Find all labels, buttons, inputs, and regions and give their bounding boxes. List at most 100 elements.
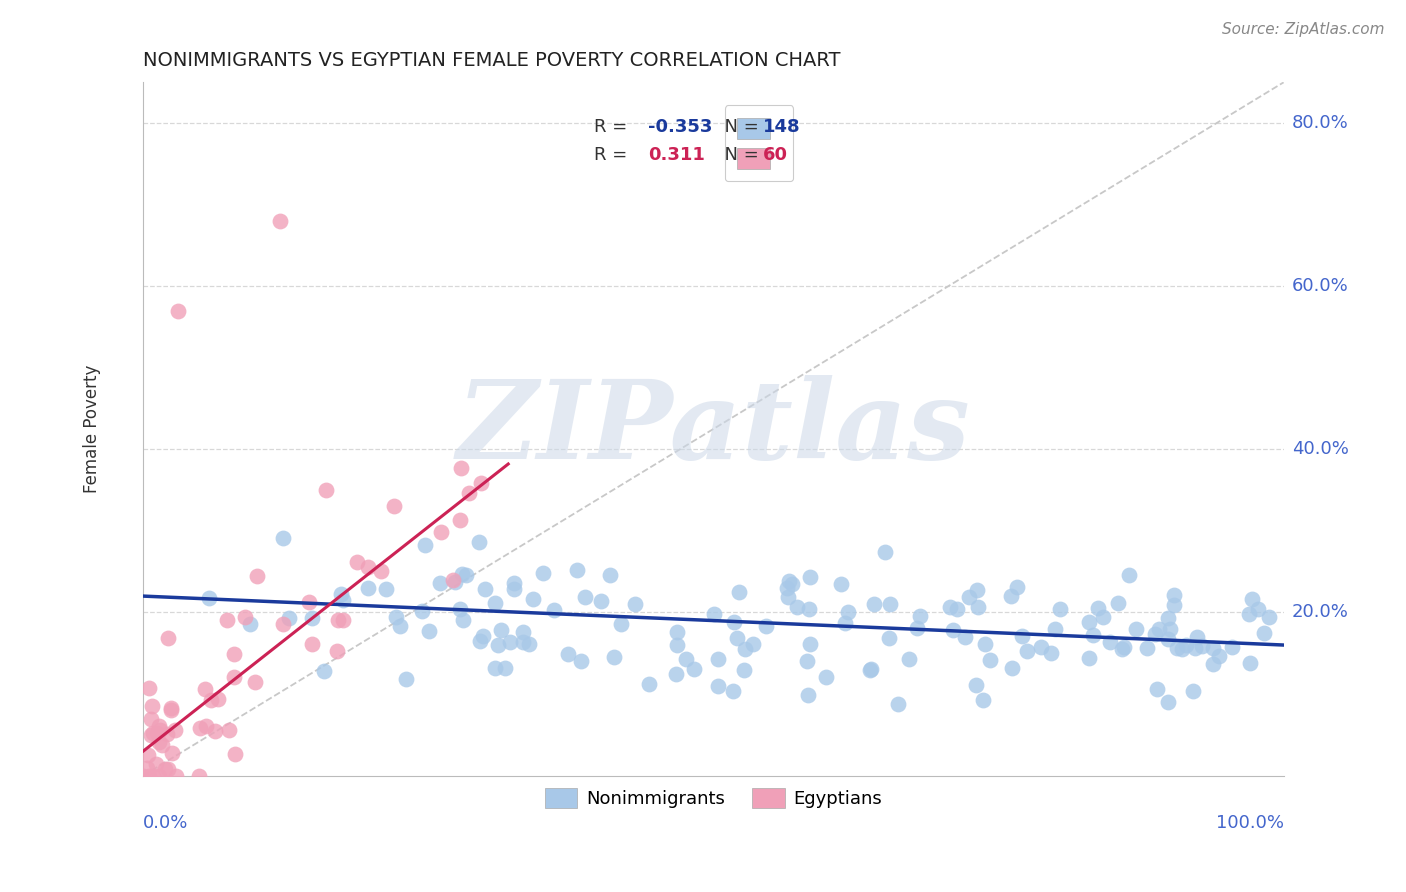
Point <box>1157 611 1180 625</box>
Point <box>470 475 492 490</box>
Point <box>329 587 352 601</box>
Point <box>1202 657 1225 671</box>
Point <box>599 568 621 582</box>
Point <box>723 615 745 629</box>
Point <box>778 574 800 588</box>
Point <box>1000 589 1022 603</box>
Text: 60.0%: 60.0% <box>1292 277 1348 295</box>
Point <box>145 756 167 771</box>
Point <box>239 617 262 632</box>
Point <box>148 735 170 749</box>
Point <box>233 610 256 624</box>
Point <box>1136 640 1159 655</box>
Legend: Nonimmigrants, Egyptians: Nonimmigrants, Egyptians <box>537 780 890 815</box>
Point <box>775 581 797 595</box>
Text: 0.311: 0.311 <box>648 146 706 164</box>
Text: 148: 148 <box>762 119 800 136</box>
Point <box>887 697 910 711</box>
Point <box>591 593 613 607</box>
Point <box>160 747 183 761</box>
Point <box>332 593 354 607</box>
Point <box>1170 641 1192 656</box>
Point <box>468 535 491 549</box>
Point <box>382 500 405 514</box>
Point <box>1208 648 1230 663</box>
Point <box>188 721 211 735</box>
Point <box>502 576 524 591</box>
Point <box>217 613 239 627</box>
Point <box>879 597 901 611</box>
Point <box>1182 684 1205 698</box>
Point <box>297 595 319 609</box>
Point <box>468 633 491 648</box>
Point <box>301 637 323 651</box>
Point <box>132 768 155 782</box>
Point <box>160 701 183 715</box>
Point <box>370 564 392 578</box>
Point <box>1081 627 1104 641</box>
Point <box>165 768 187 782</box>
Point <box>484 597 506 611</box>
Point <box>385 610 408 624</box>
Point <box>512 635 534 649</box>
Point <box>141 728 163 742</box>
Point <box>1253 626 1275 640</box>
Point <box>707 679 730 693</box>
Point <box>245 569 267 583</box>
Point <box>780 577 803 591</box>
Point <box>873 545 896 559</box>
Point <box>1099 635 1122 649</box>
Point <box>1149 622 1171 636</box>
Point <box>972 693 994 707</box>
Point <box>1144 627 1167 641</box>
Point <box>1241 591 1264 606</box>
Point <box>565 564 588 578</box>
Point <box>156 727 179 741</box>
Point <box>734 642 756 657</box>
Text: 0.0%: 0.0% <box>143 814 188 832</box>
Point <box>742 637 765 651</box>
Point <box>517 637 540 651</box>
Point <box>141 713 163 727</box>
Point <box>1184 641 1206 656</box>
Text: R =: R = <box>593 119 633 136</box>
Point <box>195 718 218 732</box>
Point <box>1185 630 1208 644</box>
Point <box>269 214 291 228</box>
Point <box>146 725 169 739</box>
Point <box>1005 580 1028 594</box>
Point <box>149 723 172 738</box>
Text: Female Poverty: Female Poverty <box>83 365 101 493</box>
Point <box>512 624 534 639</box>
Point <box>1040 646 1063 660</box>
Point <box>682 662 704 676</box>
Point <box>413 538 436 552</box>
Point <box>799 637 821 651</box>
Point <box>624 597 647 611</box>
Point <box>301 610 323 624</box>
Text: -0.353: -0.353 <box>648 119 713 136</box>
Point <box>939 600 962 615</box>
Point <box>326 644 349 658</box>
Point <box>395 672 418 686</box>
Point <box>1118 567 1140 582</box>
Point <box>356 581 378 595</box>
Point <box>830 577 852 591</box>
Point <box>160 703 183 717</box>
Point <box>165 723 187 738</box>
Point <box>451 566 474 581</box>
Point <box>224 747 246 761</box>
Point <box>194 681 217 696</box>
Point <box>1031 640 1053 655</box>
Point <box>471 629 494 643</box>
Point <box>728 584 751 599</box>
Point <box>1125 622 1147 636</box>
Point <box>973 637 995 651</box>
Point <box>1237 607 1260 621</box>
Point <box>1202 641 1225 656</box>
Point <box>224 670 246 684</box>
Point <box>138 681 160 695</box>
Point <box>610 616 633 631</box>
Point <box>138 747 160 762</box>
Point <box>204 724 226 739</box>
